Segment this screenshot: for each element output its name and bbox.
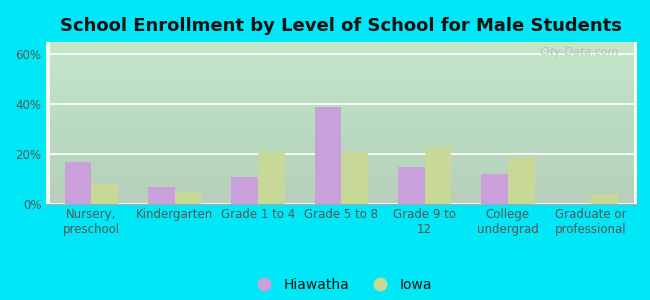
Bar bbox=[315, 107, 341, 204]
Bar bbox=[148, 187, 175, 204]
Bar bbox=[258, 152, 285, 204]
Bar bbox=[91, 184, 118, 204]
Bar bbox=[175, 191, 202, 204]
Legend: Hiawatha, Iowa: Hiawatha, Iowa bbox=[245, 272, 437, 298]
Bar bbox=[231, 177, 258, 204]
Bar bbox=[341, 152, 368, 204]
Bar bbox=[481, 174, 508, 204]
Bar bbox=[508, 157, 534, 204]
Text: City-Data.com: City-Data.com bbox=[540, 47, 619, 57]
Bar bbox=[424, 147, 451, 204]
Title: School Enrollment by Level of School for Male Students: School Enrollment by Level of School for… bbox=[60, 17, 622, 35]
Bar bbox=[592, 194, 618, 204]
Bar bbox=[64, 162, 91, 204]
Bar bbox=[398, 167, 424, 204]
